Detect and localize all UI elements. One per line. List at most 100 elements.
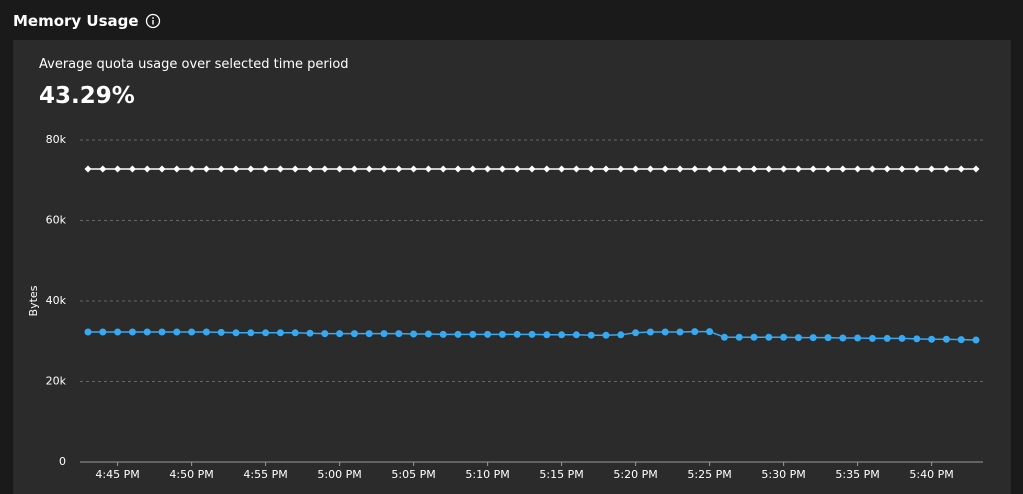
- point: [424, 330, 432, 338]
- point: [395, 330, 403, 338]
- point: [691, 165, 699, 173]
- point: [765, 165, 773, 173]
- point: [883, 334, 891, 342]
- point: [543, 331, 551, 339]
- point: [765, 333, 773, 341]
- point: [706, 328, 714, 336]
- point: [84, 165, 92, 173]
- point: [454, 165, 462, 173]
- point: [513, 330, 521, 338]
- point: [158, 328, 166, 336]
- y-tick-label: 60k: [46, 214, 67, 227]
- point: [321, 165, 329, 173]
- x-tick-label: 5:25 PM: [687, 468, 731, 481]
- point: [484, 165, 492, 173]
- point: [232, 329, 240, 337]
- point: [661, 328, 669, 336]
- point: [972, 165, 980, 173]
- point: [454, 330, 462, 338]
- panel: [13, 40, 1011, 494]
- point: [898, 165, 906, 173]
- point: [809, 334, 817, 342]
- point: [720, 165, 728, 173]
- point: [587, 331, 595, 339]
- point: [942, 335, 950, 343]
- point: [691, 328, 699, 336]
- x-tick-label: 4:45 PM: [95, 468, 139, 481]
- point: [794, 334, 802, 342]
- point: [868, 334, 876, 342]
- x-tick-label: 5:35 PM: [835, 468, 879, 481]
- point: [617, 165, 625, 173]
- point: [439, 330, 447, 338]
- point: [365, 165, 373, 173]
- point: [883, 165, 891, 173]
- point: [661, 165, 669, 173]
- point: [780, 165, 788, 173]
- point: [410, 330, 418, 338]
- point: [306, 165, 314, 173]
- point: [839, 334, 847, 342]
- point: [617, 331, 625, 339]
- point: [365, 330, 373, 338]
- point: [158, 165, 166, 173]
- info-icon[interactable]: [145, 13, 161, 29]
- point: [898, 334, 906, 342]
- y-axis-label: Bytes: [27, 285, 40, 316]
- point: [262, 329, 270, 337]
- point: [913, 335, 921, 343]
- point: [750, 333, 758, 341]
- point: [262, 165, 270, 173]
- point: [380, 165, 388, 173]
- point: [750, 165, 758, 173]
- x-tick-label: 5:20 PM: [613, 468, 657, 481]
- point: [498, 165, 506, 173]
- x-tick-label: 5:00 PM: [317, 468, 361, 481]
- point: [410, 165, 418, 173]
- x-tick-label: 5:40 PM: [909, 468, 953, 481]
- point: [735, 333, 743, 341]
- point: [173, 165, 181, 173]
- point: [173, 328, 181, 336]
- point: [217, 165, 225, 173]
- point: [676, 165, 684, 173]
- point: [484, 330, 492, 338]
- y-tick-label: 40k: [46, 294, 67, 307]
- point: [913, 165, 921, 173]
- point: [217, 328, 225, 336]
- point: [706, 165, 714, 173]
- point: [350, 330, 358, 338]
- point: [854, 165, 862, 173]
- point: [276, 329, 284, 337]
- point: [99, 328, 107, 336]
- point: [602, 165, 610, 173]
- point: [513, 165, 521, 173]
- point: [99, 165, 107, 173]
- point: [291, 165, 299, 173]
- point: [928, 165, 936, 173]
- point: [646, 328, 654, 336]
- point: [321, 330, 329, 338]
- point: [824, 334, 832, 342]
- point: [306, 329, 314, 337]
- point: [854, 334, 862, 342]
- x-tick-label: 5:15 PM: [539, 468, 583, 481]
- point: [291, 329, 299, 337]
- point: [336, 330, 344, 338]
- point: [839, 165, 847, 173]
- point: [84, 328, 92, 336]
- point: [247, 165, 255, 173]
- point: [632, 165, 640, 173]
- point: [646, 165, 654, 173]
- point: [558, 165, 566, 173]
- point: [632, 329, 640, 337]
- x-tick-label: 5:05 PM: [391, 468, 435, 481]
- point: [202, 165, 210, 173]
- point: [128, 165, 136, 173]
- point: [780, 333, 788, 341]
- summary-value: 43.29%: [39, 83, 135, 109]
- point: [602, 331, 610, 339]
- point: [543, 165, 551, 173]
- point: [128, 328, 136, 336]
